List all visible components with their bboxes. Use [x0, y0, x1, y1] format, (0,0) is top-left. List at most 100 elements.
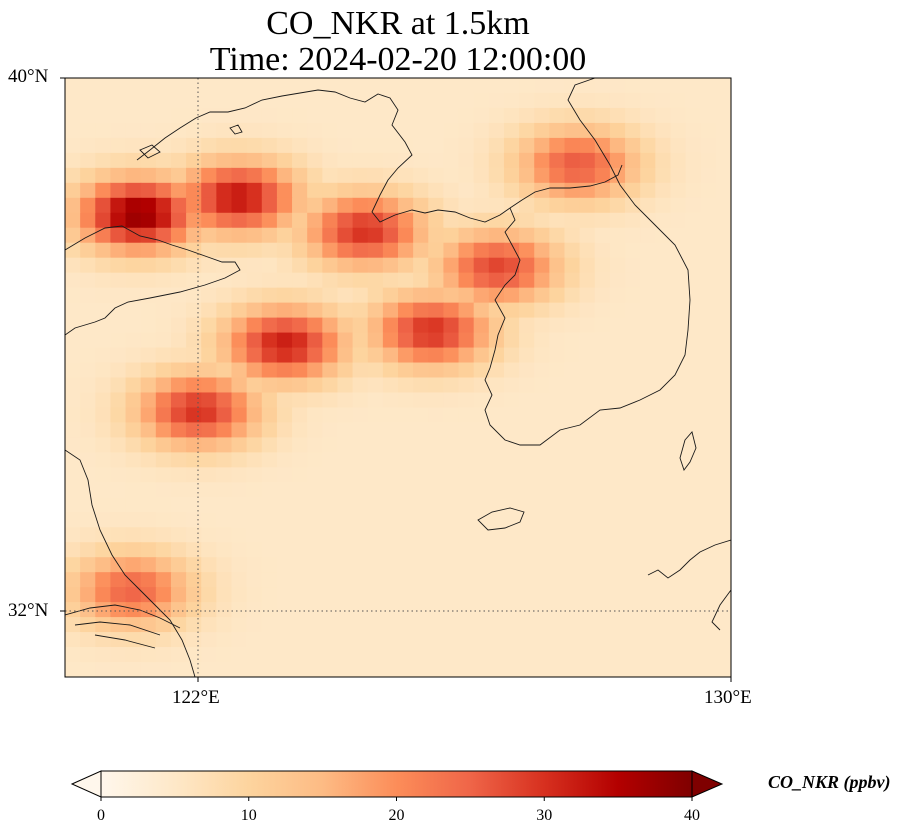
field-cell: [564, 287, 581, 304]
field-cell: [307, 512, 323, 528]
field-cell: [95, 332, 112, 349]
field-cell: [80, 347, 96, 364]
colorbar-extend-max: [691, 770, 724, 798]
field-cell: [443, 317, 460, 334]
shandong-coast: [65, 225, 241, 336]
field-cell: [640, 452, 656, 468]
co-concentration-field: [65, 78, 731, 677]
field-cell: [625, 482, 641, 498]
field-cell: [398, 377, 414, 394]
field-cell: [579, 557, 596, 573]
field-cell: [125, 452, 142, 468]
field-cell: [398, 497, 414, 513]
field-cell: [428, 602, 445, 618]
field-cell: [443, 302, 460, 319]
field-cell: [670, 302, 687, 319]
field-cell: [594, 347, 611, 364]
field-cell: [367, 572, 384, 588]
field-cell: [352, 392, 369, 409]
field-cell: [80, 152, 96, 169]
field-cell: [503, 287, 520, 304]
field-cell: [110, 497, 127, 513]
field-cell: [428, 137, 445, 154]
field-cell: [534, 422, 550, 438]
field-cell: [685, 242, 702, 259]
field-cell: [231, 512, 248, 528]
field-cell: [65, 512, 81, 528]
field-cell: [715, 302, 731, 319]
field-cell: [473, 287, 490, 304]
field-cell: [398, 242, 414, 259]
field-cell: [337, 347, 354, 364]
field-cell: [443, 122, 460, 139]
field-cell: [125, 212, 142, 229]
field-cell: [625, 617, 641, 633]
field-cell: [186, 557, 202, 573]
field-cell: [700, 227, 717, 244]
field-cell: [110, 92, 127, 109]
field-cell: [322, 212, 339, 229]
field-cell: [564, 197, 581, 214]
field-cell: [609, 78, 626, 94]
field-cell: [352, 362, 369, 379]
field-cell: [155, 497, 172, 513]
field-cell: [352, 437, 369, 453]
field-cell: [443, 242, 460, 259]
field-cell: [715, 482, 731, 498]
field-cell: [625, 302, 641, 319]
field-cell: [292, 587, 308, 603]
field-cell: [65, 197, 81, 214]
field-cell: [534, 242, 550, 259]
field-cell: [276, 497, 293, 513]
field-cell: [246, 347, 263, 364]
field-cell: [655, 332, 672, 349]
field-cell: [640, 587, 656, 603]
field-cell: [201, 452, 217, 468]
field-cell: [95, 347, 112, 364]
field-cell: [685, 497, 702, 513]
field-cell: [382, 302, 399, 319]
field-cell: [488, 422, 505, 438]
field-cell: [352, 167, 369, 184]
field-cell: [579, 272, 596, 289]
field-cell: [246, 572, 263, 588]
field-cell: [655, 242, 672, 259]
field-cell: [398, 122, 414, 139]
field-cell: [322, 257, 339, 274]
field-cell: [413, 332, 429, 349]
field-cell: [307, 557, 323, 573]
field-cell: [670, 92, 687, 109]
field-cell: [579, 482, 596, 498]
field-cell: [428, 632, 445, 648]
field-cell: [170, 122, 187, 139]
field-cell: [276, 557, 293, 573]
field-cell: [443, 197, 460, 214]
field-cell: [640, 227, 656, 244]
field-cell: [352, 197, 369, 214]
field-cell: [95, 302, 112, 319]
field-cell: [534, 227, 550, 244]
field-cell: [261, 272, 278, 289]
field-cell: [95, 587, 112, 603]
field-cell: [655, 482, 672, 498]
field-cell: [413, 182, 429, 199]
field-cell: [534, 302, 550, 319]
field-cell: [413, 152, 429, 169]
field-cell: [110, 197, 127, 214]
field-cell: [685, 212, 702, 229]
field-cell: [549, 617, 566, 633]
field-cell: [398, 317, 414, 334]
field-cell: [534, 152, 550, 169]
field-cell: [473, 92, 490, 109]
field-cell: [503, 182, 520, 199]
field-cell: [216, 137, 233, 154]
field-cell: [186, 482, 202, 498]
field-cell: [579, 167, 596, 184]
field-cell: [549, 662, 566, 677]
field-cell: [186, 197, 202, 214]
field-cell: [382, 617, 399, 633]
field-cell: [95, 617, 112, 633]
field-cell: [549, 587, 566, 603]
field-cell: [700, 632, 717, 648]
field-cell: [473, 572, 490, 588]
